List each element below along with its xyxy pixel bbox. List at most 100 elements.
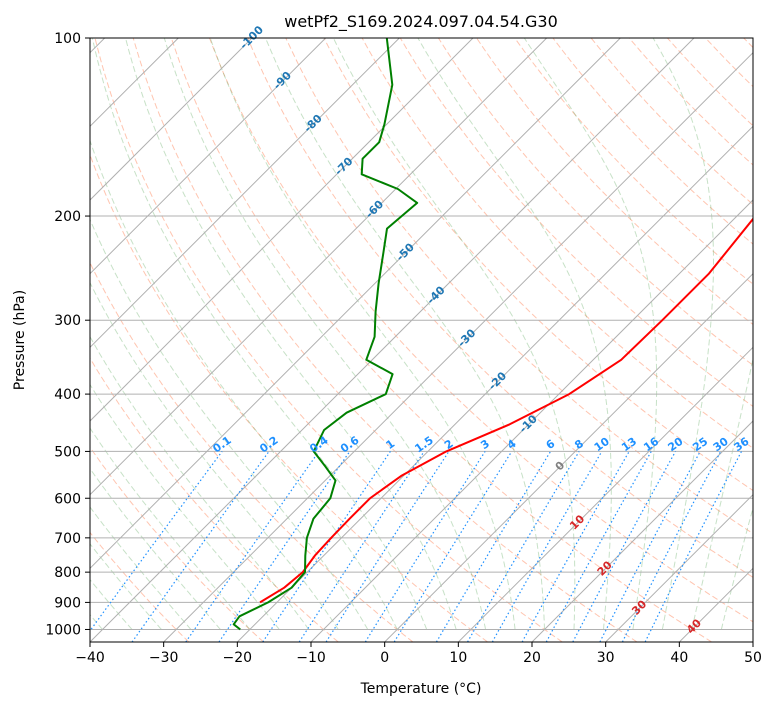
dry-adiabat — [437, 38, 753, 366]
isotherm-line — [384, 272, 753, 642]
dry-adiabat — [94, 38, 563, 642]
dry-adiabat — [132, 38, 638, 642]
y-tick-label: 400 — [54, 387, 81, 403]
isotherm-line — [163, 51, 753, 642]
dry-adiabat — [209, 38, 753, 623]
x-tick-label: −30 — [149, 650, 179, 666]
x-tick-label: 10 — [449, 650, 467, 666]
mixing-ratio-line — [466, 451, 580, 642]
moist-adiabat — [720, 506, 753, 630]
dry-adiabat — [743, 38, 753, 49]
mixing-ratio-line — [393, 451, 513, 642]
dry-adiabat — [514, 38, 753, 285]
mixing-ratio-line — [644, 451, 743, 642]
mixing-ratio-line — [545, 451, 652, 642]
isotherm-line — [678, 567, 753, 642]
mixing-ratio-label: 1 — [384, 437, 398, 452]
moist-adiabat — [332, 38, 576, 630]
dry-adiabat — [476, 38, 753, 326]
y-tick-label: 100 — [54, 31, 81, 47]
mixing-ratio-line — [90, 451, 223, 632]
y-tick-label: 500 — [54, 444, 81, 460]
isotherm-line — [90, 38, 621, 570]
x-tick-label: 0 — [380, 650, 389, 666]
x-tick-label: −10 — [296, 650, 326, 666]
moist-adiabat — [91, 38, 428, 630]
mixing-ratio-line — [435, 451, 552, 642]
x-axis-label: Temperature (°C) — [360, 681, 482, 697]
mixing-ratio-label: 3 — [478, 437, 492, 452]
dry-adiabat — [90, 261, 414, 642]
isotherm-line — [310, 199, 753, 642]
y-tick-label: 800 — [54, 565, 81, 581]
mixing-ratio-line — [521, 451, 630, 642]
mixing-ratio-line — [325, 451, 450, 642]
moist-adiabat — [90, 218, 369, 630]
isotherm-line — [90, 38, 400, 349]
mixing-ratio-label: 0.6 — [338, 433, 362, 455]
moist-adiabat — [523, 38, 658, 630]
y-tick-label: 700 — [54, 531, 81, 547]
y-tick-label: 200 — [54, 209, 81, 225]
x-tick-label: 40 — [670, 650, 688, 666]
mixing-ratio-line — [572, 451, 677, 642]
isotherm-line — [457, 346, 753, 642]
moist-adiabat — [90, 506, 192, 630]
moist-adiabat — [417, 38, 612, 630]
mixing-ratio-line — [185, 451, 320, 642]
y-tick-label: 300 — [54, 313, 81, 329]
x-tick-label: 30 — [597, 650, 615, 666]
dewpoint-profile-line — [232, 38, 419, 631]
x-tick-label: −20 — [223, 650, 253, 666]
dry-adiabat — [247, 38, 753, 578]
mixing-ratio-label: 0.4 — [307, 433, 331, 455]
x-tick-label: 50 — [744, 650, 762, 666]
isotherm-line — [531, 420, 753, 642]
isotherm-line — [90, 38, 327, 275]
moist-adiabat — [90, 543, 162, 630]
moist-adiabat — [90, 467, 221, 630]
mixing-ratio-label: 2 — [442, 437, 456, 452]
mixing-ratio-line — [262, 451, 391, 642]
mixing-ratio-label: 4 — [505, 437, 519, 452]
moist-adiabat — [125, 38, 457, 630]
isotherm-line — [752, 641, 753, 642]
mixing-ratio-line — [218, 451, 351, 642]
moist-adiabat — [163, 38, 487, 630]
y-axis-label: Pressure (hPa) — [12, 290, 28, 390]
isotherm-line — [90, 38, 695, 642]
dry-adiabat — [399, 38, 753, 408]
chart-title: wetPf2_S169.2024.097.04.54.G30 — [284, 12, 558, 32]
x-tick-label: −40 — [75, 650, 105, 666]
dry-adiabat — [90, 357, 339, 642]
dry-adiabat — [590, 38, 753, 206]
dry-adiabat — [552, 38, 753, 245]
moist-adiabat — [90, 427, 251, 630]
moist-adiabat — [652, 38, 714, 630]
isotherm-line — [90, 38, 253, 201]
mixing-ratio-line — [599, 451, 701, 642]
isotherm-line — [605, 493, 753, 642]
y-tick-label: 1000 — [45, 622, 81, 638]
moist-adiabat — [90, 139, 398, 630]
mixing-ratio-line — [298, 451, 425, 642]
moist-adiabat — [90, 383, 280, 630]
mixing-ratio-label: 1.5 — [412, 434, 435, 456]
temperature-profile-line — [259, 217, 753, 604]
mixing-ratio-line — [131, 451, 270, 642]
dry-adiabat — [705, 38, 753, 88]
dry-adiabat — [170, 38, 712, 642]
y-tick-label: 900 — [54, 595, 81, 611]
isotherm-line — [90, 38, 474, 422]
y-tick-label: 600 — [54, 491, 81, 507]
dry-adiabat — [667, 38, 753, 127]
x-tick-label: 20 — [523, 650, 541, 666]
mixing-ratio-label: 6 — [544, 437, 558, 452]
moist-adiabat — [265, 38, 545, 630]
dry-adiabat — [90, 153, 488, 642]
dry-adiabat — [90, 531, 190, 642]
moist-adiabat — [90, 578, 133, 630]
plot-frame — [89, 37, 754, 643]
isotherm-line — [236, 125, 753, 642]
